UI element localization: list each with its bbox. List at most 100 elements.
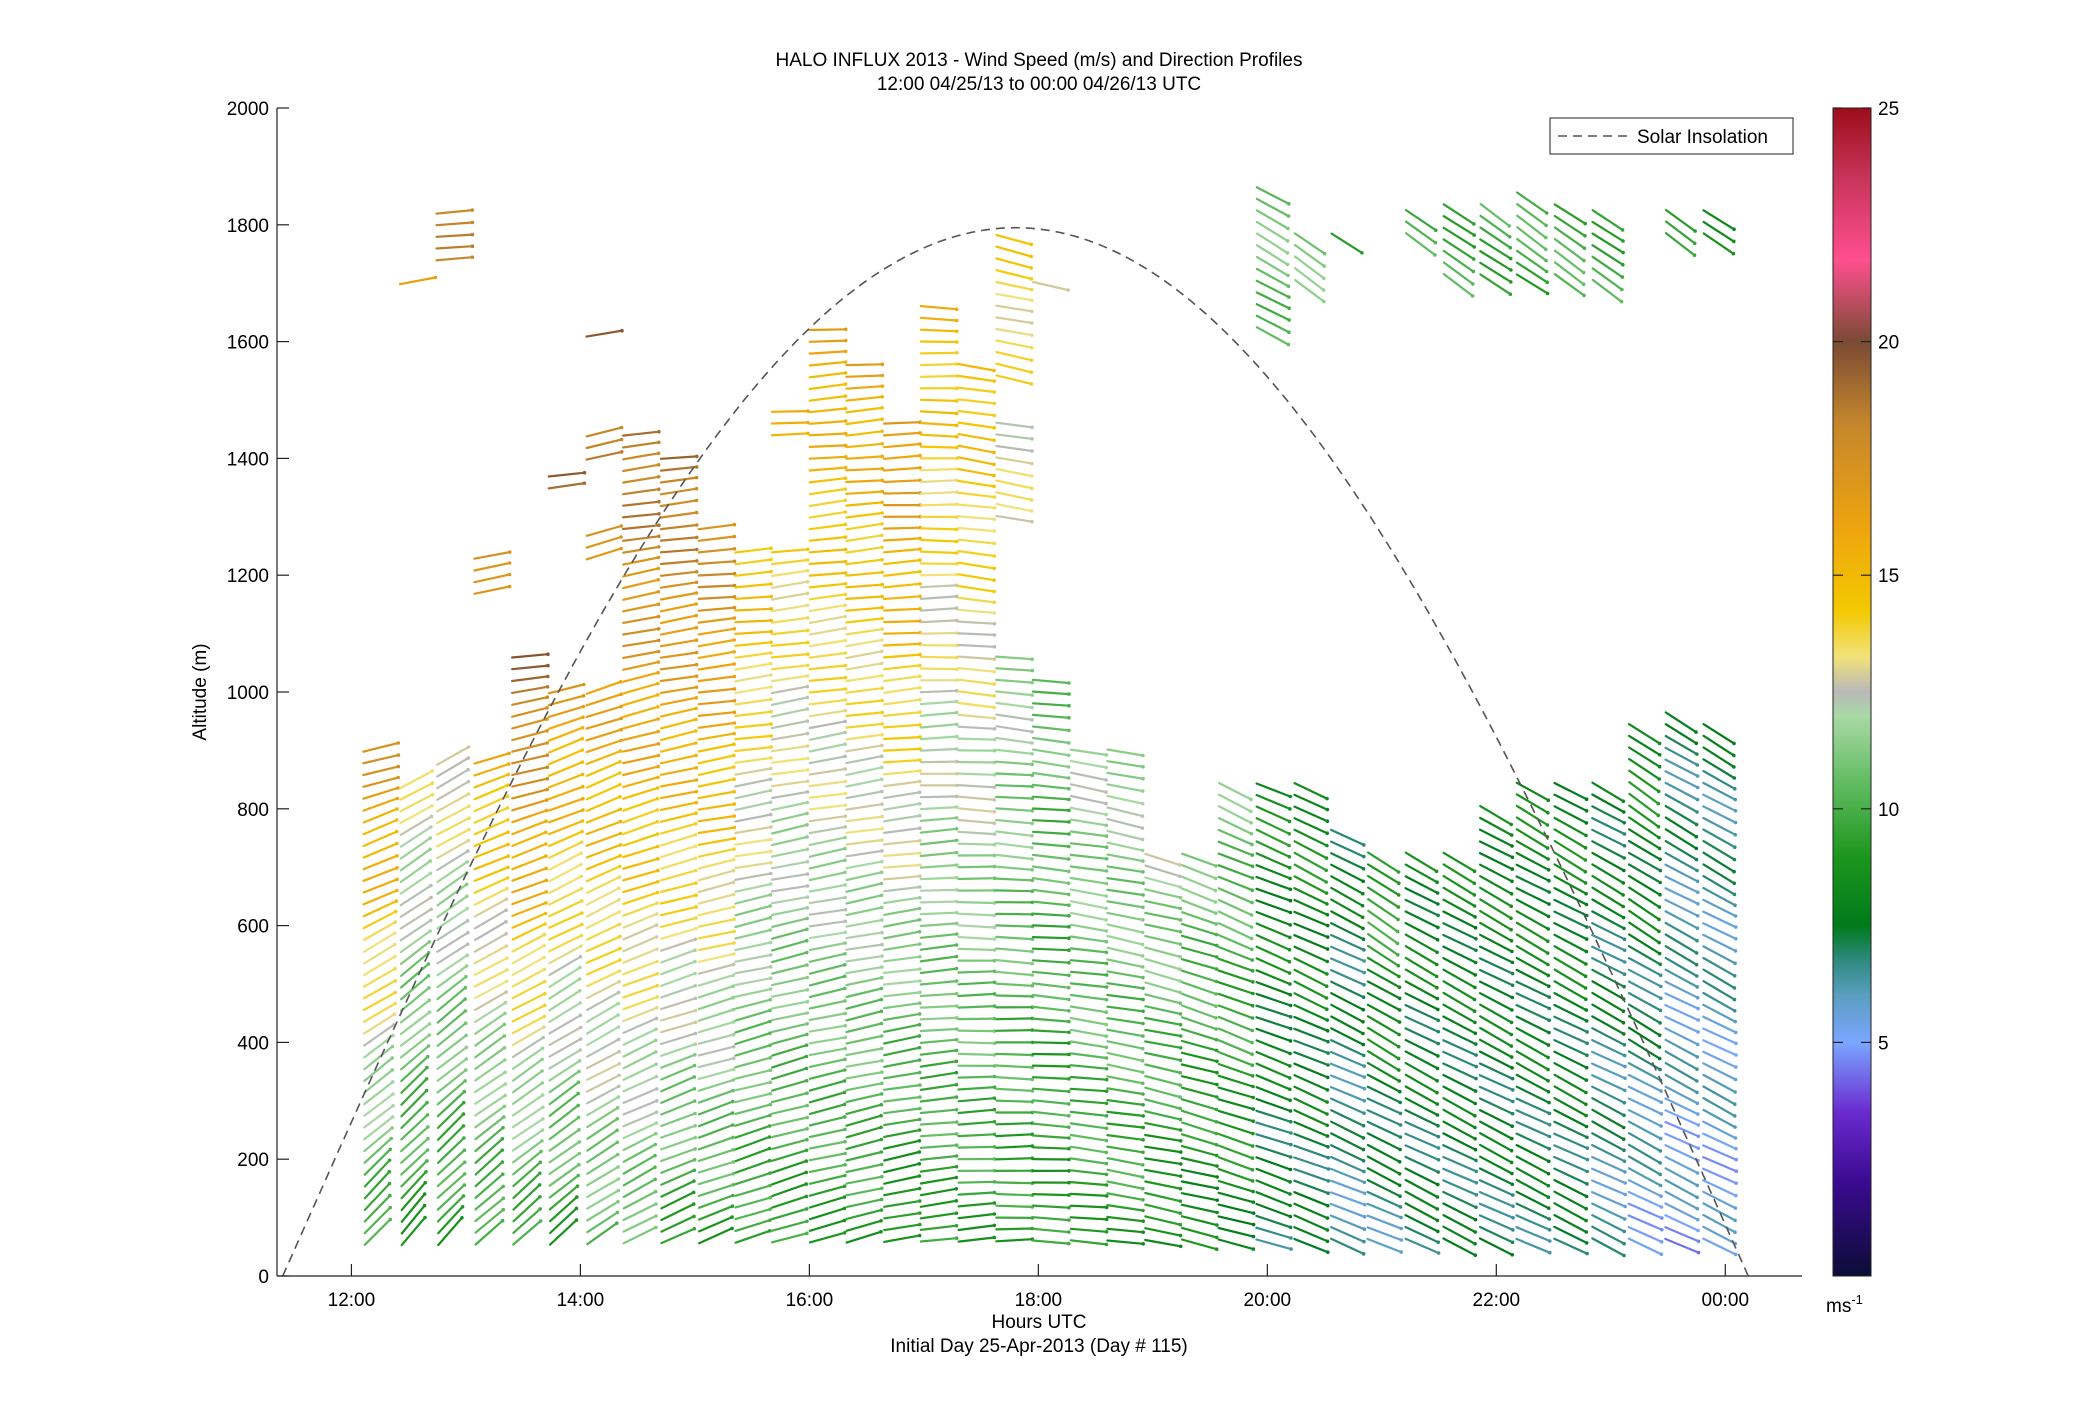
wind-barb-tip <box>917 942 922 946</box>
wind-barb <box>1442 991 1476 1013</box>
wind-barb-tip <box>538 1171 542 1176</box>
wind-barb-tip <box>1360 903 1365 908</box>
wind-barb-tip <box>395 854 399 858</box>
wind-barb-tip <box>992 821 997 825</box>
wind-barb-tip <box>1546 1171 1551 1176</box>
wind-barb-tip <box>880 478 885 483</box>
wind-barb <box>1031 713 1071 719</box>
wind-barb-tip <box>1178 918 1183 922</box>
wind-barb <box>697 721 736 729</box>
wind-barb-tip <box>467 816 471 820</box>
wind-barb-tip <box>730 1204 735 1208</box>
wind-barb <box>659 626 698 636</box>
wind-barb <box>1293 1062 1329 1079</box>
wind-barb-tip <box>653 1177 657 1182</box>
wind-barb-tip <box>581 694 586 698</box>
wind-barb <box>845 490 884 495</box>
wind-barb-tip <box>1215 1210 1219 1215</box>
wind-barb <box>770 685 809 695</box>
wind-barb-tip <box>805 1231 809 1236</box>
wind-barb <box>808 395 847 402</box>
wind-barb <box>1217 805 1253 824</box>
wind-barb-tip <box>1472 222 1476 226</box>
wind-barb-tip <box>769 745 773 749</box>
wind-barb <box>808 792 847 799</box>
wind-barb-tip <box>430 803 434 808</box>
wind-barb <box>362 741 400 753</box>
wind-barb <box>399 825 432 848</box>
wind-barb-tip <box>880 942 884 947</box>
wind-barb <box>882 967 922 975</box>
wind-barb <box>919 723 958 729</box>
wind-barb-tip <box>843 338 848 343</box>
wind-barb-tip <box>954 710 959 715</box>
wind-barb-tip <box>1622 844 1627 848</box>
wind-barb <box>363 1170 391 1200</box>
wind-barb-tip <box>879 1150 884 1154</box>
wind-barb <box>845 744 884 753</box>
wind-barb <box>1293 232 1326 255</box>
wind-barb <box>883 791 921 800</box>
wind-barb-tip <box>732 616 737 620</box>
wind-barb-tip <box>1473 973 1478 977</box>
wind-barb <box>1106 1192 1145 1201</box>
wind-barb <box>1553 839 1587 862</box>
wind-barb-tip <box>805 895 810 899</box>
wind-barb <box>957 421 996 429</box>
wind-barb-tip <box>1546 868 1551 872</box>
wind-barb <box>400 1170 428 1200</box>
wind-barb <box>363 1080 394 1106</box>
wind-barb <box>622 845 659 859</box>
wind-barb-tip <box>954 1211 959 1215</box>
wind-barb-tip <box>954 1143 959 1147</box>
wind-barb-tip <box>694 696 699 700</box>
wind-barb-tip <box>843 1139 847 1144</box>
wind-barb <box>1702 793 1737 812</box>
wind-barb-tip <box>1141 986 1145 991</box>
wind-barb <box>622 880 659 894</box>
wind-barb-tip <box>1104 1034 1108 1038</box>
wind-barb <box>1293 1202 1329 1220</box>
wind-barb-tip <box>992 484 996 489</box>
wind-barb-tip <box>1436 913 1440 918</box>
wind-barb <box>1702 956 1736 977</box>
wind-barb <box>957 900 996 905</box>
wind-barb-tip <box>1288 1026 1293 1031</box>
wind-barb-tip <box>1030 425 1034 430</box>
wind-barb-tip <box>619 450 624 454</box>
wind-barb-tip <box>1178 930 1183 934</box>
wind-barb <box>586 1002 620 1023</box>
wind-barb-tip <box>422 1192 427 1196</box>
wind-barb-tip <box>1287 865 1292 870</box>
wind-barb-tip <box>694 811 698 815</box>
wind-barb <box>1516 226 1547 251</box>
wind-barb-tip <box>1030 973 1034 977</box>
wind-barb <box>845 931 884 940</box>
wind-barb-tip <box>805 916 809 921</box>
wind-barb <box>1144 1074 1182 1087</box>
wind-barb-tip <box>465 942 470 946</box>
wind-barb-tip <box>656 590 661 594</box>
wind-barb-tip <box>1694 962 1699 967</box>
wind-barb <box>1627 1225 1663 1243</box>
wind-barb-tip <box>918 1211 922 1215</box>
wind-barb <box>1217 1191 1255 1204</box>
wind-barb <box>1366 1202 1403 1219</box>
wind-barb-tip <box>992 645 997 649</box>
wind-barb-tip <box>1621 881 1626 885</box>
wind-barb-tip <box>1251 1119 1255 1123</box>
wind-barb <box>1702 1003 1737 1023</box>
wind-barb <box>548 1128 581 1152</box>
colorbar-tick-label: 25 <box>1878 99 1899 120</box>
wind-barb <box>399 1033 431 1059</box>
wind-barb-tip <box>1398 1205 1403 1209</box>
wind-barb-tip <box>954 445 959 450</box>
wind-barb-tip <box>1732 776 1737 780</box>
wind-barb <box>734 1081 772 1092</box>
wind-barb <box>1553 863 1587 885</box>
wind-barb-tip <box>1473 925 1478 930</box>
wind-barb-tip <box>918 453 922 458</box>
wind-barb <box>1591 209 1624 231</box>
wind-barb <box>808 582 847 589</box>
wind-barb <box>548 899 583 918</box>
